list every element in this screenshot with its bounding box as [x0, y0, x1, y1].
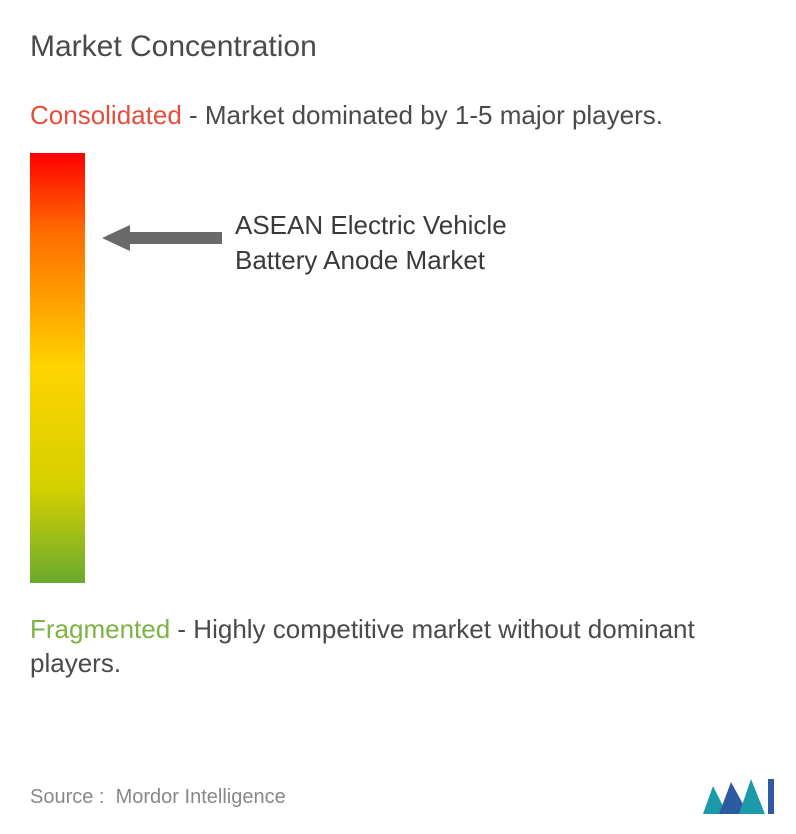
consolidated-text: - Market dominated by 1-5 major players.	[189, 100, 663, 130]
source-name: Mordor Intelligence	[116, 786, 286, 808]
consolidated-label: Consolidated	[30, 100, 182, 130]
market-position-arrow	[102, 223, 222, 253]
arrow-left-icon	[102, 223, 222, 253]
page-title: Market Concentration	[30, 30, 776, 64]
mi-logo-icon	[701, 774, 776, 819]
fragmented-description: Fragmented - Highly competitive market w…	[30, 613, 776, 681]
concentration-chart: ASEAN Electric Vehicle Battery Anode Mar…	[30, 153, 776, 593]
consolidated-description: Consolidated - Market dominated by 1-5 m…	[30, 99, 776, 133]
fragmented-label: Fragmented	[30, 614, 170, 644]
gradient-scale-bar	[30, 153, 85, 583]
source-attribution: Source : Mordor Intelligence	[30, 786, 286, 809]
source-prefix: Source :	[30, 786, 104, 808]
market-name-label: ASEAN Electric Vehicle Battery Anode Mar…	[235, 208, 565, 278]
